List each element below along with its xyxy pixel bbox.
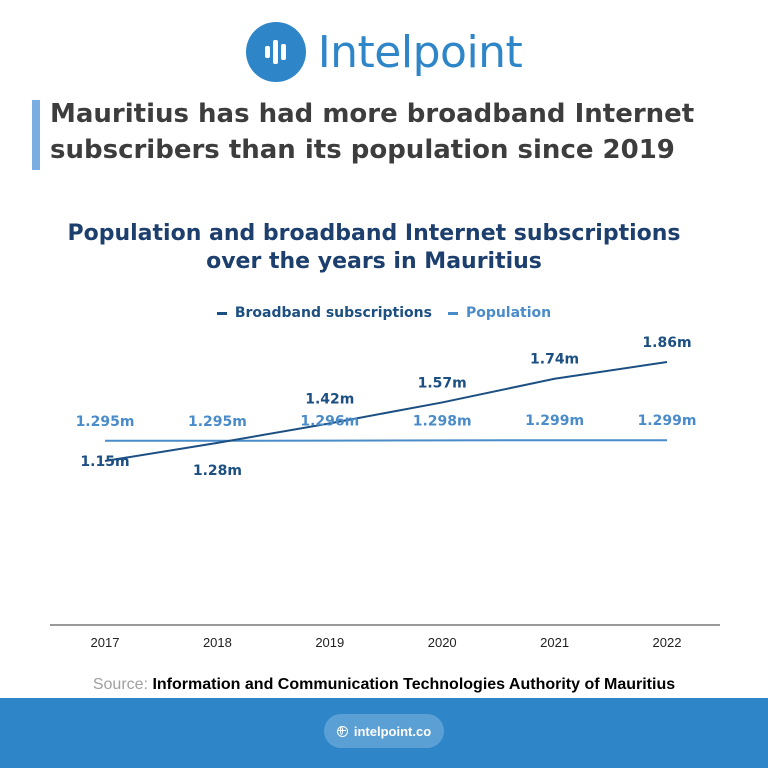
broadband-data-label: 1.57m	[418, 375, 467, 391]
x-tick-label: 2019	[315, 635, 344, 650]
globe-icon	[336, 725, 348, 737]
brand-name: Intelpoint	[317, 26, 523, 78]
x-tick-label: 2018	[203, 635, 232, 650]
legend-swatch-population	[447, 311, 458, 315]
legend-label-broadband: Broadband subscriptions	[234, 305, 432, 321]
source-value: Information and Communication Technologi…	[152, 676, 676, 693]
x-tick-label: 2021	[540, 635, 569, 650]
broadband-data-label: 1.42m	[305, 391, 354, 407]
source-label: Source:	[92, 676, 148, 693]
headline: Mauritius has had more broadband Interne…	[50, 99, 695, 165]
website-url: intelpoint.co	[353, 723, 432, 739]
logo-bars-icon	[245, 22, 306, 82]
population-data-label: 1.296m	[300, 414, 359, 430]
broadband-data-label: 1.74m	[530, 352, 579, 368]
broadband-data-label: 1.86m	[642, 335, 691, 351]
legend-swatch-broadband	[216, 311, 227, 315]
population-data-label: 1.299m	[525, 413, 584, 429]
website-link[interactable]: intelpoint.co	[324, 714, 444, 748]
chart-title: Population and broadband Internet subscr…	[67, 221, 681, 274]
source-note: Source: Information and Communication Te…	[0, 676, 768, 694]
broadband-data-label: 1.15m	[80, 454, 129, 470]
legend-label-population: Population	[465, 305, 552, 321]
legend-item-population: Population	[447, 305, 552, 321]
x-tick-label: 2017	[91, 635, 120, 650]
broadband-line	[104, 361, 668, 462]
logo: Intelpoint	[0, 22, 768, 82]
line-chart: 2017 2018 2019 2020 2021 2022 1.295m 1.295m 1.29…	[50, 335, 720, 650]
population-data-label: 1.298m	[413, 413, 472, 429]
x-tick-label: 2022	[653, 635, 682, 650]
footer-bar: intelpoint.co	[0, 698, 768, 768]
legend-item-broadband: Broadband subscriptions	[216, 305, 432, 321]
legend: Broadband subscriptions Population	[0, 305, 768, 321]
headline-accent-bar	[32, 100, 40, 170]
population-data-label: 1.295m	[188, 414, 247, 430]
broadband-data-label: 1.28m	[193, 463, 242, 479]
population-data-label: 1.295m	[76, 414, 135, 430]
population-data-label: 1.299m	[638, 413, 697, 429]
x-tick-label: 2020	[428, 635, 457, 650]
population-line	[105, 439, 667, 442]
